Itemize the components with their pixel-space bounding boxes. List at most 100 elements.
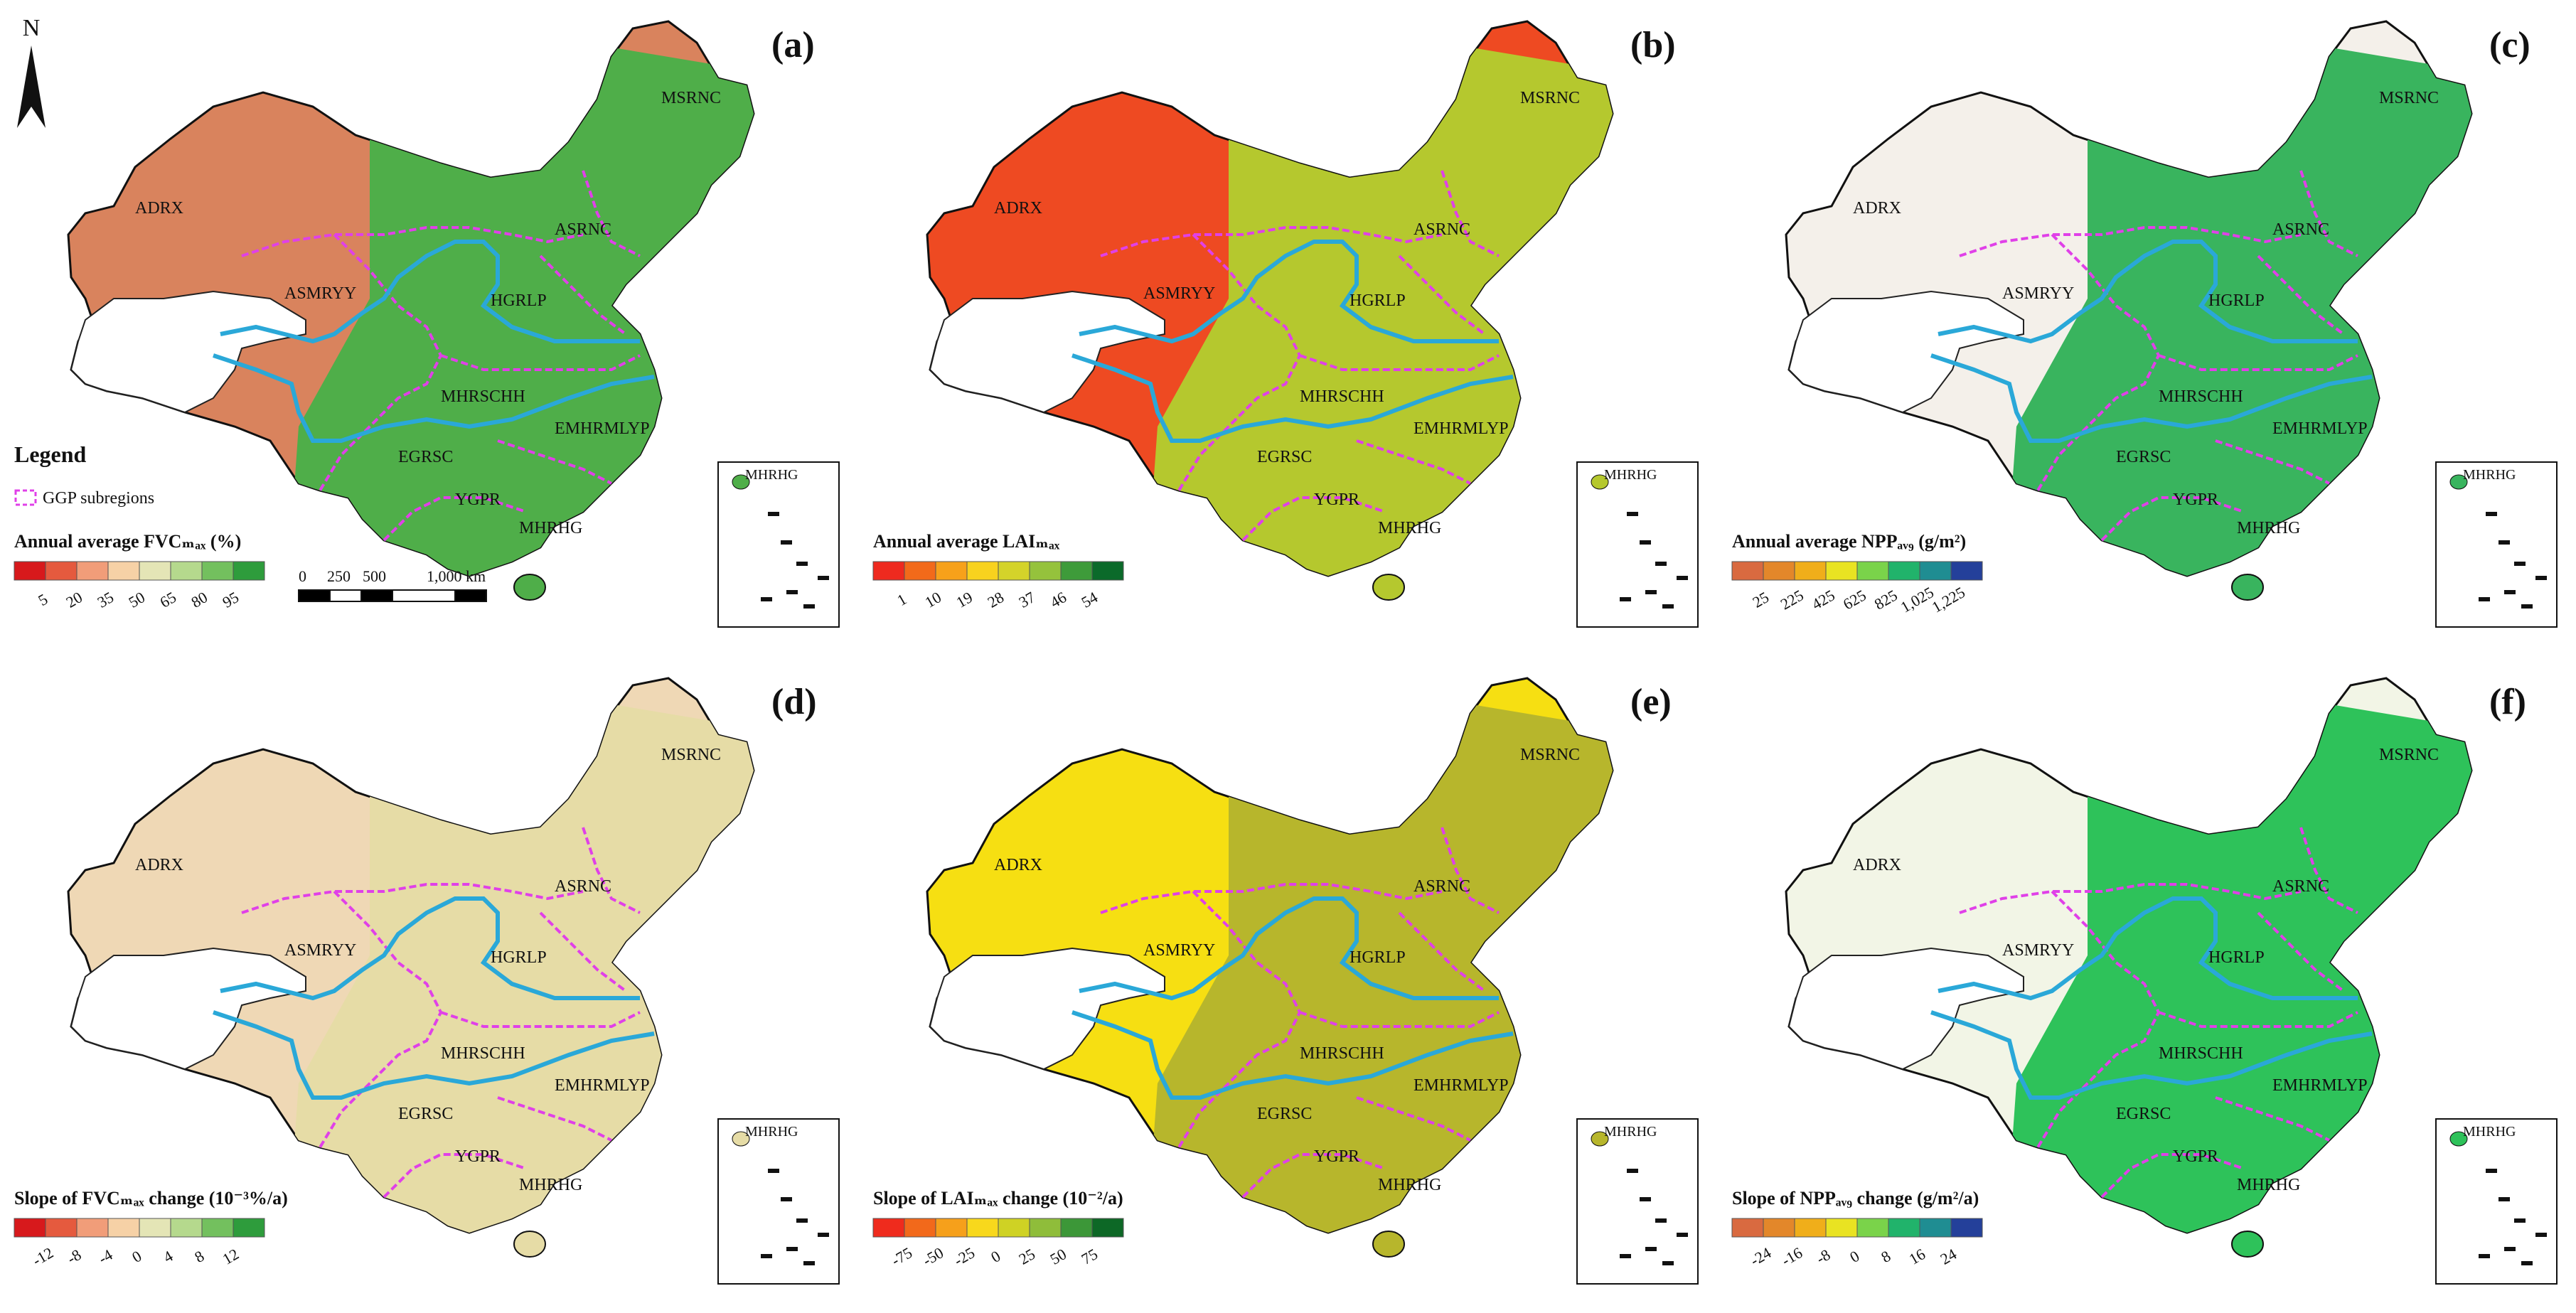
island-mark	[2504, 1247, 2516, 1251]
region-label-msrnc: MSRNC	[661, 89, 721, 107]
legend-tick: 50	[125, 588, 148, 611]
region-label-mhrschh: MHRSCHH	[1300, 387, 1384, 406]
legend-tick: 65	[156, 588, 179, 611]
legend-tick: 95	[219, 588, 242, 611]
region-label-asrnc: ASRNC	[2272, 220, 2329, 239]
region-label-hgrlp: HGRLP	[2208, 291, 2265, 310]
region-label-asmryy: ASMRYY	[2002, 284, 2074, 303]
legend-tick: 8	[191, 1247, 207, 1266]
island-mark	[2521, 1261, 2533, 1265]
scale-label: 0	[299, 567, 306, 585]
region-label-emhrmlyp: EMHRMLYP	[1413, 419, 1509, 438]
island-mark	[1662, 604, 1674, 609]
vegetation-area	[1143, 43, 1613, 576]
south-china-sea-inset: MHRHG	[2435, 461, 2558, 628]
region-label-mhrhg: MHRHG	[2237, 1176, 2300, 1194]
island-mark	[781, 1197, 792, 1201]
region-label-asrnc: ASRNC	[1413, 220, 1470, 239]
legend-swatch	[1919, 1218, 1952, 1238]
region-label-egrsc: EGRSC	[398, 1105, 453, 1123]
legend-swatch	[170, 561, 203, 581]
legend-swatch	[107, 1218, 140, 1238]
map-panel-f: ADRX ASRNC ASMRYY HGRLP MSRNC MHRSCHH EMHRMLYP…	[1731, 677, 2558, 1285]
island-mark	[1662, 1261, 1674, 1265]
legend-tick: 24	[1937, 1245, 1960, 1268]
region-label-emhrmlyp: EMHRMLYP	[1413, 1076, 1509, 1095]
legend-tick: 425	[1809, 586, 1838, 613]
legend-swatch	[872, 1218, 905, 1238]
colour-legend-c: Annual average NPPₐᵥ₉ (g/m²) 25 225 425 625 8…	[1731, 531, 1983, 616]
region-label-hgrlp: HGRLP	[1350, 291, 1406, 310]
legend-swatch	[139, 561, 171, 581]
region-label-asmryy: ASMRYY	[2002, 941, 2074, 960]
region-label-hgrlp: HGRLP	[2208, 948, 2265, 967]
region-label-egrsc: EGRSC	[398, 448, 453, 466]
region-label-egrsc: EGRSC	[2116, 1105, 2171, 1123]
legend-swatch	[76, 561, 109, 581]
region-label-ygpr: YGPR	[1314, 491, 1359, 509]
colour-legend-a: Annual average FVCₘₐₓ (%) 5 20 35 50 65 80 95	[14, 531, 265, 611]
legend-tick: 10	[921, 588, 944, 611]
legend-swatch	[1029, 561, 1062, 581]
region-label-adrx: ADRX	[135, 856, 183, 874]
vegetation-area	[2002, 700, 2471, 1233]
north-arrow-icon	[17, 45, 46, 128]
legend-tick: 1,225	[1929, 583, 1968, 616]
region-label-asrnc: ASRNC	[1413, 877, 1470, 896]
legend-tick: -25	[951, 1243, 978, 1269]
island-mark	[818, 576, 829, 580]
region-label-mhrschh: MHRSCHH	[441, 1044, 525, 1063]
panel-label-a: (a)	[771, 25, 815, 65]
region-label-msrnc: MSRNC	[1520, 746, 1580, 764]
legend-tick: -24	[1747, 1243, 1774, 1269]
island-mark	[786, 1247, 798, 1251]
island-mark	[1645, 590, 1657, 594]
region-label-hgrlp: HGRLP	[1350, 948, 1406, 967]
legend-tick: 25	[1015, 1245, 1038, 1268]
region-label-mhrschh: MHRSCHH	[441, 387, 525, 406]
legend-swatch	[170, 1218, 203, 1238]
map-panel-a: ADRX ASRNC ASMRYY HGRLP MSRNC MHRSCHH EMHRMLYP…	[14, 15, 840, 628]
region-label-asmryy: ASMRYY	[1143, 941, 1215, 960]
north-label: N	[23, 15, 41, 41]
region-label-mhrschh: MHRSCHH	[1300, 1044, 1384, 1063]
panel-label-d: (d)	[771, 682, 817, 722]
legend-tick: 19	[953, 588, 976, 611]
island-mark	[803, 1261, 815, 1265]
map-panel-e: ADRX ASRNC ASMRYY HGRLP MSRNC MHRSCHH EMHRMLYP…	[872, 677, 1699, 1285]
north-arrow: N	[17, 15, 46, 128]
legend-swatch	[45, 1218, 78, 1238]
legend-swatch	[45, 561, 78, 581]
legend-swatch	[966, 561, 999, 581]
legend-swatch	[1731, 561, 1764, 581]
island-mark	[1677, 1233, 1688, 1237]
legend-tick: 54	[1078, 588, 1101, 611]
legend-title: Slope of NPPₐᵥ₉ change (g/m²/a)	[1732, 1188, 1979, 1209]
legend-tick: 35	[94, 588, 117, 611]
legend-swatch	[1060, 561, 1093, 581]
legend-swatch	[1794, 561, 1827, 581]
legend-swatch	[1950, 561, 1983, 581]
region-label-hgrlp: HGRLP	[491, 291, 547, 310]
legend-tick: 0	[1847, 1247, 1862, 1266]
region-label-asrnc: ASRNC	[2272, 877, 2329, 896]
legend-tick: 625	[1840, 586, 1869, 613]
region-label-msrnc: MSRNC	[2379, 89, 2439, 107]
island-mark	[2535, 576, 2547, 580]
map-panel-c: ADRX ASRNC ASMRYY HGRLP MSRNC MHRSCHH EMHRMLYP…	[1731, 20, 2558, 628]
scale-bar-segment	[329, 589, 362, 602]
legend-swatch	[1091, 1218, 1124, 1238]
panel-label-c: (c)	[2489, 25, 2530, 65]
legend-swatch	[966, 1218, 999, 1238]
region-label-emhrmlyp: EMHRMLYP	[555, 419, 650, 438]
legend-swatch	[14, 1218, 46, 1238]
region-label-msrnc: MSRNC	[1520, 89, 1580, 107]
island-mark	[1655, 1218, 1667, 1223]
colour-legend-d: Slope of FVCₘₐₓ change (10⁻³%/a) -12 -8 -4 0…	[14, 1188, 288, 1270]
south-china-sea-inset: MHRHG	[717, 1118, 840, 1285]
region-label-adrx: ADRX	[1853, 856, 1901, 874]
island-mark	[761, 597, 772, 601]
inset-label: MHRHG	[1604, 1124, 1657, 1140]
hainan-island	[2231, 1231, 2264, 1258]
island-mark	[796, 1218, 808, 1223]
